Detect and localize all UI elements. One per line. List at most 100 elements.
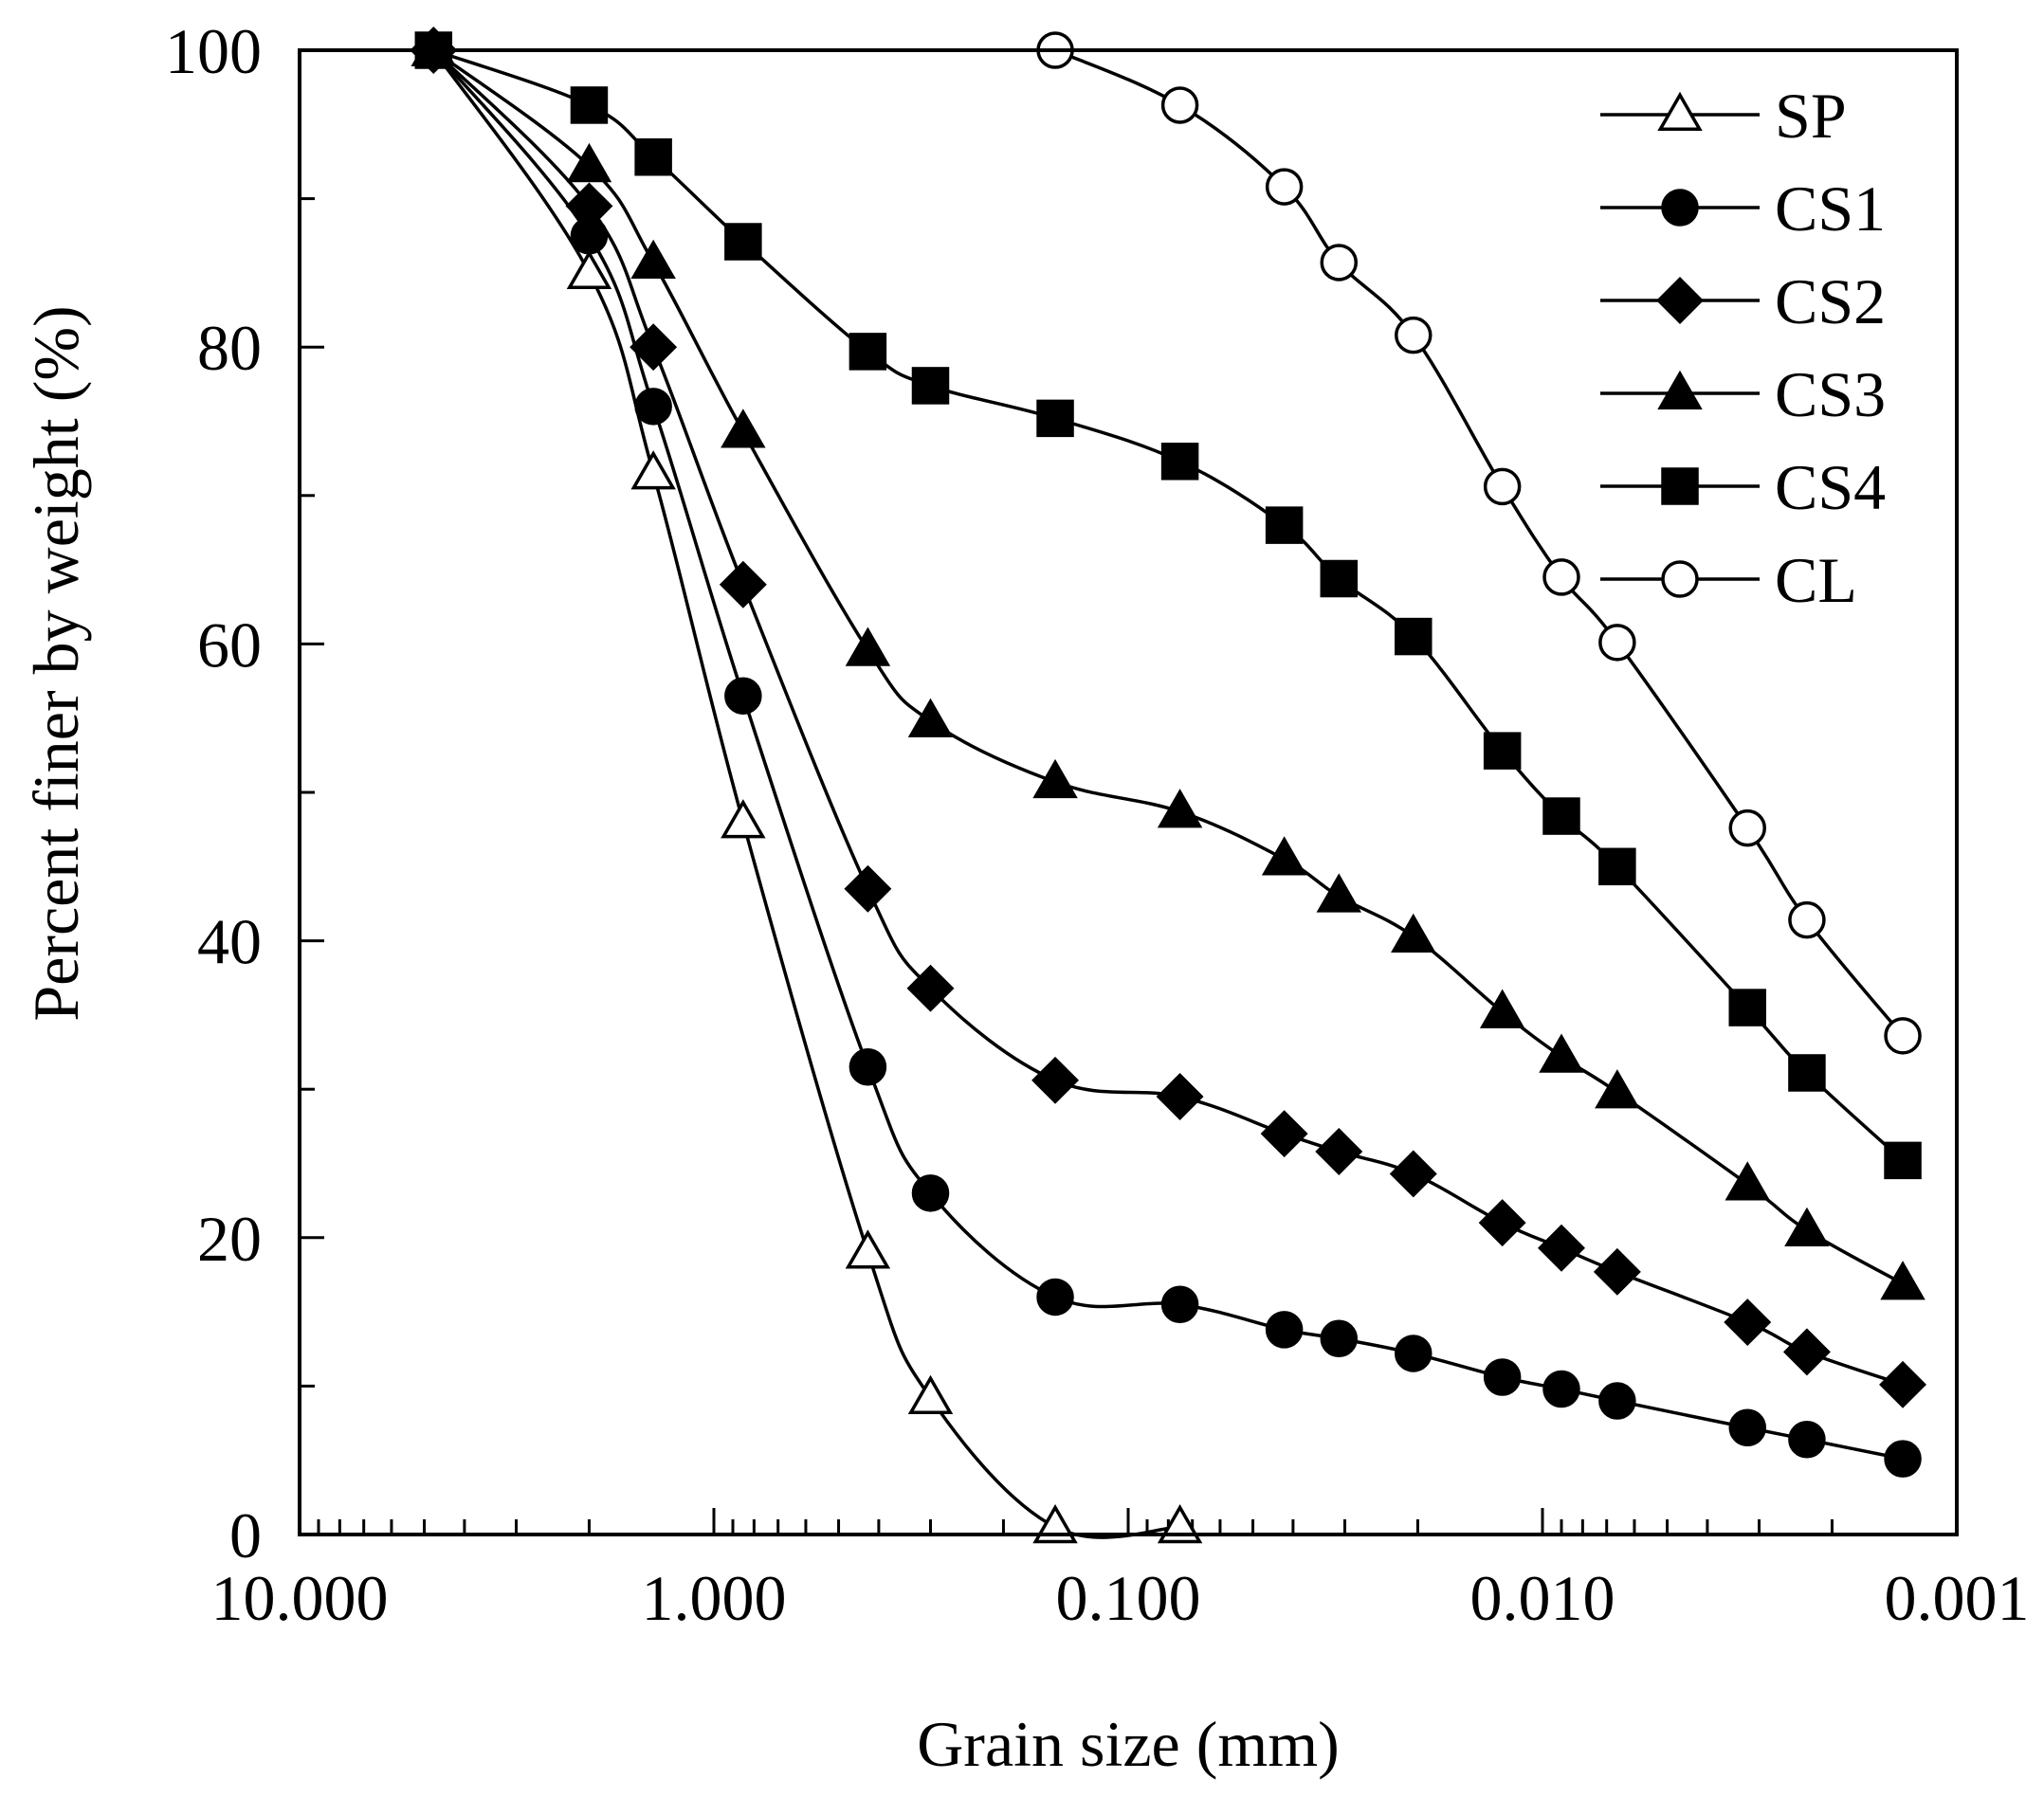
data-point-cs2: [565, 182, 613, 230]
y-tick-label: 60: [197, 608, 262, 681]
data-point-cs1: [1728, 1408, 1766, 1446]
data-point-cs1: [849, 1047, 887, 1086]
legend-marker: [1661, 467, 1699, 505]
data-point-cs3: [1880, 1261, 1925, 1300]
legend-label: CL: [1775, 544, 1857, 616]
data-point-cl: [1265, 168, 1304, 206]
plot-frame: [298, 48, 1959, 1536]
legend-label: CS4: [1775, 451, 1886, 523]
data-point-cs2: [630, 323, 678, 372]
legend-label: CS2: [1775, 265, 1886, 337]
data-point-cl: [1160, 86, 1199, 124]
data-point-cs4: [1884, 1141, 1922, 1180]
data-point-cs1: [1542, 1370, 1580, 1408]
data-point-cs2: [1782, 1328, 1831, 1376]
data-point-cs3: [1316, 873, 1361, 913]
x-tick-label: 0.100: [1056, 1562, 1201, 1634]
data-point-cs1: [724, 677, 762, 715]
data-point-cs2: [1879, 1360, 1927, 1408]
y-axis-label: Percent finer by weight (%): [20, 305, 92, 1021]
legend-item-cl: CL: [1600, 544, 1857, 616]
data-point-cl: [1728, 808, 1766, 847]
axes: 10.000 1.000 0.100 0.010 0.001 0 20 40 60 80 100: [165, 15, 2030, 1634]
data-point-cs4: [1598, 847, 1636, 886]
data-point-cs1: [1036, 1278, 1074, 1317]
legend-label: CS3: [1775, 358, 1886, 430]
data-point-cl: [1483, 467, 1522, 506]
legend: SP CS1 CS2 CS3 CS4 CL: [1600, 80, 1886, 616]
data-point-cs2: [844, 864, 892, 913]
data-point-cl: [1884, 1017, 1922, 1055]
x-tick-label: 0.010: [1470, 1562, 1615, 1634]
legend-item-cs2: CS2: [1600, 265, 1886, 337]
data-point-sp: [721, 799, 766, 839]
data-point-cs2: [1478, 1199, 1526, 1247]
data-point-cs3: [1784, 1207, 1830, 1247]
data-point-cl: [1395, 316, 1433, 354]
data-point-cs1: [911, 1174, 950, 1212]
y-tick-label: 20: [197, 1203, 262, 1275]
data-point-cs2: [1724, 1299, 1772, 1347]
data-point-cs3: [1539, 1033, 1584, 1073]
data-point-cs3: [845, 627, 891, 666]
x-tick-label: 10.000: [211, 1562, 389, 1634]
data-point-cl: [1788, 900, 1826, 939]
data-point-cs1: [1788, 1421, 1826, 1459]
data-point-cs1: [1483, 1358, 1522, 1396]
legend-marker: [1656, 277, 1704, 324]
data-point-cs3: [1261, 836, 1307, 876]
y-tick-label: 0: [229, 1499, 262, 1571]
x-tick-label: 0.001: [1885, 1562, 2030, 1634]
data-point-cs4: [1265, 506, 1304, 544]
x-axis-label: Grain size (mm): [917, 1708, 1340, 1780]
data-point-cs2: [1538, 1224, 1585, 1272]
data-point-cs4: [724, 223, 762, 261]
data-point-cs3: [721, 409, 766, 448]
data-point-cs4: [1320, 559, 1359, 598]
data-point-cs1: [1884, 1440, 1922, 1478]
data-point-sp: [566, 249, 612, 289]
data-point-cs1: [1320, 1319, 1359, 1358]
legend-marker: [1661, 189, 1699, 227]
data-point-cs3: [630, 239, 676, 279]
legend-item-cs4: CS4: [1600, 451, 1886, 523]
data-point-cs1: [1395, 1335, 1433, 1372]
series-cs2: [410, 27, 1927, 1408]
legend-label: CS1: [1775, 173, 1886, 245]
y-tick-label: 80: [197, 312, 262, 384]
data-point-cs4: [1728, 989, 1766, 1026]
series-cs1: [414, 31, 1922, 1478]
data-point-sp: [630, 450, 676, 490]
data-point-cl: [1320, 244, 1359, 282]
legend-label: SP: [1775, 80, 1847, 152]
data-point-cs3: [1479, 989, 1525, 1028]
data-point-cs3: [1595, 1069, 1640, 1109]
data-point-cs2: [1593, 1247, 1641, 1296]
data-point-cs3: [1725, 1161, 1770, 1201]
data-point-cs1: [1265, 1311, 1304, 1349]
legend-item-sp: SP: [1600, 80, 1847, 152]
data-point-cs1: [1598, 1382, 1636, 1420]
legend-marker: [1661, 560, 1699, 598]
data-point-cs4: [911, 367, 950, 405]
data-point-cs2: [1031, 1056, 1080, 1104]
legend-item-cs1: CS1: [1600, 173, 1886, 245]
legend-marker: [1657, 91, 1703, 132]
data-point-cs3: [907, 698, 954, 737]
data-point-cs4: [1395, 617, 1433, 656]
data-point-cs1: [1160, 1285, 1199, 1324]
data-point-cs4: [1036, 399, 1074, 438]
x-tick-label: 1.000: [642, 1562, 787, 1634]
data-point-sp: [907, 1374, 954, 1414]
data-point-cs2: [1389, 1150, 1437, 1198]
data-series: [410, 27, 1927, 1544]
series-cs4: [414, 31, 1922, 1180]
series-cl: [1036, 31, 1922, 1055]
data-point-cl: [1598, 624, 1636, 662]
y-tick-label: 40: [197, 906, 262, 978]
data-point-cs2: [1315, 1127, 1363, 1175]
data-point-cs3: [1391, 913, 1436, 953]
data-point-cs4: [570, 86, 609, 124]
